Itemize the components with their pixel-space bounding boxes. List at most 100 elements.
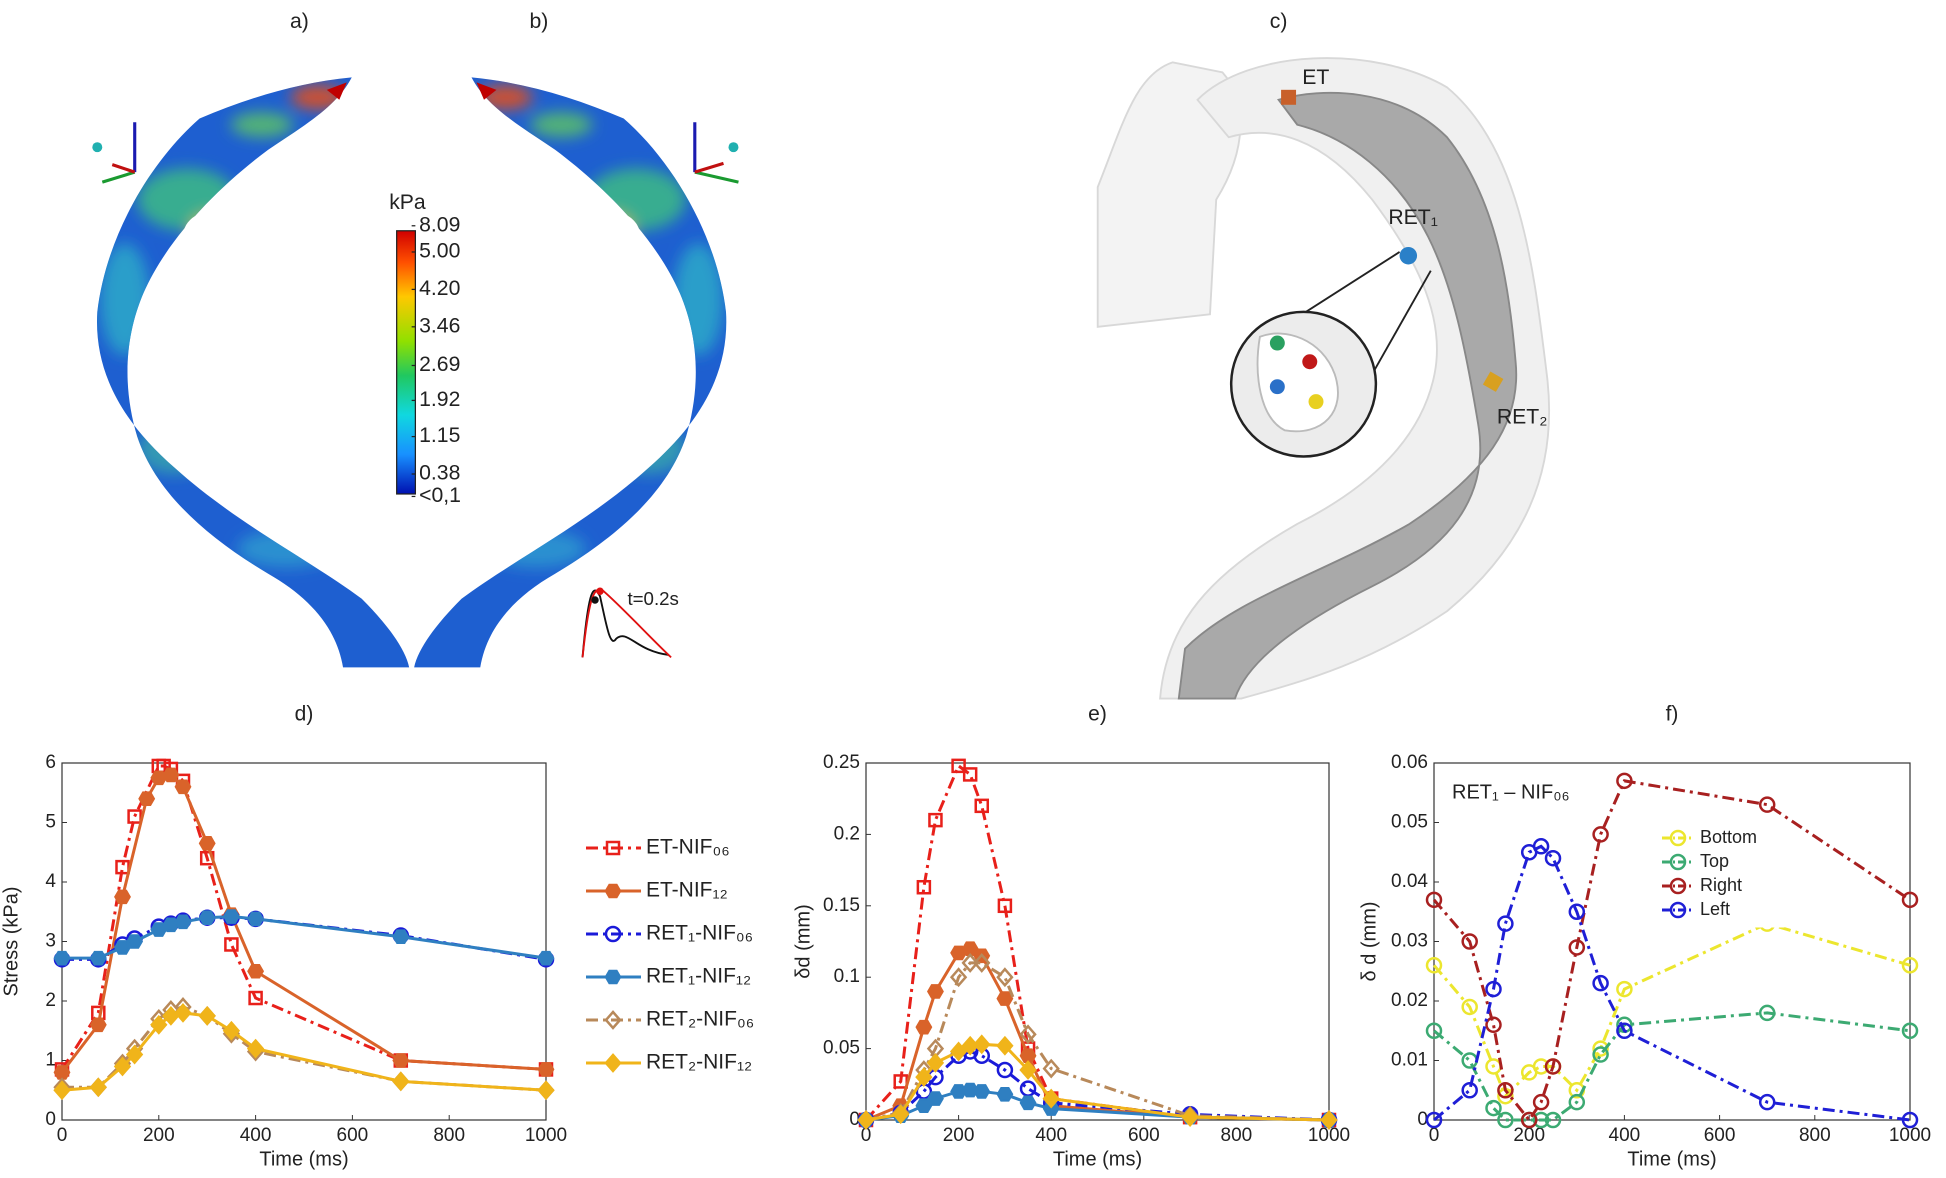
chart: f)Time (ms)δ d (mm)0200400600800100000.0… xyxy=(1358,703,1931,1171)
chart-title: e) xyxy=(1088,703,1107,726)
legend-label: Left xyxy=(1700,899,1730,919)
x-tick-label: 0 xyxy=(57,1125,68,1146)
colorbar-tick-label: 4.20 xyxy=(419,277,460,300)
time-label: t=0.2s xyxy=(627,588,678,609)
y-axis-label: δd (mm) xyxy=(792,904,814,978)
x-tick-label: 600 xyxy=(1704,1125,1736,1146)
colorbar-tick-label: 8.09 xyxy=(419,213,460,236)
x-tick-label: 200 xyxy=(943,1125,975,1146)
marker xyxy=(917,1021,931,1033)
annotation: RET₁ – NIF₀₆ xyxy=(1452,781,1570,803)
chart: d)Time (ms)Stress (kPa)02004006008001000… xyxy=(0,703,754,1171)
marker xyxy=(606,885,620,897)
legend-label: ET-NIF₁₂ xyxy=(646,879,728,902)
marker xyxy=(224,910,238,922)
legend-label: Top xyxy=(1700,851,1729,871)
panel-label: b) xyxy=(529,10,548,33)
marker xyxy=(91,1019,105,1031)
y-tick-label: 0.1 xyxy=(834,966,860,987)
y-tick-label: 0.02 xyxy=(1391,990,1428,1011)
marker xyxy=(998,1088,1012,1100)
x-tick-label: 200 xyxy=(143,1125,175,1146)
marker xyxy=(164,769,178,781)
y-tick-label: 0.05 xyxy=(1391,812,1428,833)
stress-map-a xyxy=(97,77,409,667)
x-tick-label: 400 xyxy=(240,1125,272,1146)
marker xyxy=(200,912,214,924)
marker xyxy=(200,837,214,849)
y-tick-label: 5 xyxy=(45,812,56,833)
y-axis-label: Stress (kPa) xyxy=(0,886,22,996)
y-tick-label: 0.04 xyxy=(1391,871,1428,892)
marker xyxy=(1021,1097,1035,1109)
colorbar-tick-label: 1.92 xyxy=(419,388,460,411)
figure: a) b) c) kPa 8.095.004.203.462.691.921.1… xyxy=(0,0,1946,1178)
marker xyxy=(1021,1050,1035,1062)
y-tick-label: 0.03 xyxy=(1391,931,1428,952)
legend-label: Right xyxy=(1700,875,1742,895)
x-tick-label: 800 xyxy=(1799,1125,1831,1146)
y-tick-label: 1 xyxy=(45,1050,56,1071)
x-axis-label: Time (ms) xyxy=(1053,1148,1142,1170)
marker xyxy=(928,1093,942,1105)
colorbar-tick-label: 5.00 xyxy=(419,240,460,263)
x-tick-label: 800 xyxy=(433,1125,465,1146)
legend-label: RET₂-NIF₁₂ xyxy=(646,1051,752,1074)
x-axis-label: Time (ms) xyxy=(1627,1148,1716,1170)
y-tick-label: 0.05 xyxy=(823,1038,860,1059)
y-tick-label: 3 xyxy=(45,931,56,952)
marker xyxy=(249,965,263,977)
colorbar-tick-label: 0.38 xyxy=(419,462,460,485)
y-tick-label: 0.15 xyxy=(823,895,860,916)
y-tick-label: 0.06 xyxy=(1391,752,1428,773)
marker xyxy=(394,931,408,943)
marker xyxy=(539,1063,553,1075)
marker xyxy=(91,952,105,964)
top-panels: a) b) c) kPa 8.095.004.203.462.691.921.1… xyxy=(92,10,1549,698)
colorbar-tick-label: 3.46 xyxy=(419,314,460,337)
legend-label: ET-NIF₀₆ xyxy=(646,836,730,859)
x-tick-label: 400 xyxy=(1035,1125,1067,1146)
marker xyxy=(394,1054,408,1066)
x-tick-label: 400 xyxy=(1609,1125,1641,1146)
marker xyxy=(116,891,130,903)
chart-title: f) xyxy=(1666,703,1679,726)
marker xyxy=(606,1055,620,1071)
colorbar xyxy=(397,231,416,494)
aorta-model xyxy=(1098,58,1549,698)
marker xyxy=(55,1066,69,1078)
marker xyxy=(55,952,69,964)
y-tick-label: 4 xyxy=(45,871,56,892)
y-tick-label: 0.25 xyxy=(823,752,860,773)
colorbar-tick-label: 1.15 xyxy=(419,424,460,447)
marker xyxy=(140,793,154,805)
chart-title: d) xyxy=(295,703,314,726)
marker xyxy=(606,971,620,983)
plot-area xyxy=(1434,763,1910,1120)
legend-label: RET₁-NIF₀₆ xyxy=(646,922,753,945)
legend-label: RET₁-NIF₁₂ xyxy=(646,965,751,988)
colorbar-tick-label: <0,1 xyxy=(419,484,461,507)
x-tick-label: 600 xyxy=(1128,1125,1160,1146)
marker xyxy=(928,985,942,997)
x-tick-label: 800 xyxy=(1221,1125,1253,1146)
marker xyxy=(975,1085,989,1097)
marker-label: ET xyxy=(1302,66,1329,89)
panel-label: a) xyxy=(290,10,309,33)
colorbar-ticks: 8.09 5.00 4.20 3.46 2.69 1.92 1.15 0.38<0,1 xyxy=(412,213,461,507)
colorbar-title: kPa xyxy=(389,191,426,214)
marker xyxy=(249,913,263,925)
y-tick-label: 6 xyxy=(45,752,56,773)
marker xyxy=(998,993,1012,1005)
marker xyxy=(176,781,190,793)
marker-label: RET₁ xyxy=(1388,206,1438,229)
y-tick-label: 0.2 xyxy=(834,823,860,844)
chart: e)Time (ms)δd (mm)0200400600800100000.05… xyxy=(792,703,1350,1171)
y-tick-label: 0 xyxy=(45,1109,56,1130)
marker xyxy=(539,952,553,964)
marker xyxy=(128,935,142,947)
y-tick-label: 0.01 xyxy=(1391,1050,1428,1071)
colorbar-tick-label: 2.69 xyxy=(419,353,460,376)
y-tick-label: 2 xyxy=(45,990,56,1011)
legend-label: Bottom xyxy=(1700,827,1757,847)
